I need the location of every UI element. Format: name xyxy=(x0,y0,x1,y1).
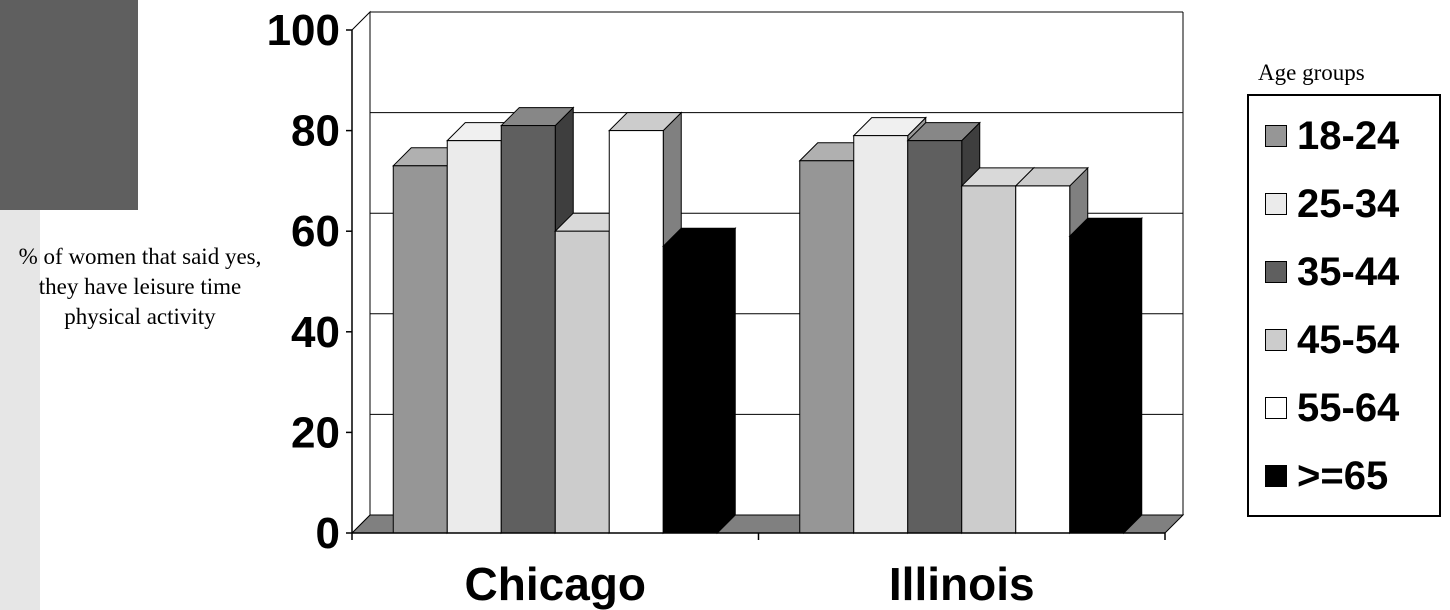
legend-item: 25-34 xyxy=(1265,174,1399,234)
y-tick-label-0: 0 xyxy=(316,509,340,558)
bar-chicago-1 xyxy=(446,140,502,534)
legend-swatch xyxy=(1265,329,1287,351)
legend-item: 35-44 xyxy=(1265,242,1399,302)
legend-label: 35-44 xyxy=(1297,249,1400,294)
legend-title: Age groups xyxy=(1258,60,1365,85)
y-tick-label-3: 60 xyxy=(291,207,340,256)
bar-chicago-2 xyxy=(500,125,556,534)
y-tick-label-4: 80 xyxy=(291,107,340,156)
legend-swatch xyxy=(1265,193,1287,215)
left-wall xyxy=(351,10,371,535)
legend-swatch xyxy=(1265,261,1287,283)
bar-illinois-4 xyxy=(1015,185,1071,534)
category-label-illinois: Illinois xyxy=(889,558,1035,610)
legend-item: 18-24 xyxy=(1265,106,1399,166)
bar-illinois-2 xyxy=(907,140,963,534)
legend-swatch xyxy=(1265,397,1287,419)
bar-chart: 0 20 40 60 80 100 Chicago Illinois xyxy=(267,6,1185,610)
legend-item: 55-64 xyxy=(1265,378,1399,438)
legend-label: 18-24 xyxy=(1297,113,1400,158)
bar-chicago-3 xyxy=(554,230,610,534)
legend-label: 45-54 xyxy=(1297,317,1400,362)
legend-label: 25-34 xyxy=(1297,181,1400,226)
legend-item: 45-54 xyxy=(1265,310,1399,370)
legend: 18-24 25-34 35-44 45-54 55-64 >=65 xyxy=(1247,94,1441,517)
legend-item: >=65 xyxy=(1265,446,1388,506)
legend-label: 55-64 xyxy=(1297,385,1400,430)
left-decor-block xyxy=(0,0,138,210)
legend-label: >=65 xyxy=(1297,453,1389,498)
category-label-chicago: Chicago xyxy=(465,558,646,610)
y-axis-label: % of women that said yes, they have leis… xyxy=(18,244,262,329)
bar-chicago-5-side xyxy=(716,227,736,535)
bar-illinois-1 xyxy=(853,135,909,534)
bar-illinois-5 xyxy=(1069,235,1125,534)
bar-chicago-5 xyxy=(662,245,718,534)
y-tick-label-2: 40 xyxy=(291,308,340,357)
legend-swatch xyxy=(1265,125,1287,147)
bar-illinois-0 xyxy=(799,160,855,534)
y-tick-label-5: 100 xyxy=(267,6,340,55)
bar-chicago-0 xyxy=(392,165,448,534)
legend-swatch xyxy=(1265,465,1287,487)
bar-illinois-5-side xyxy=(1123,217,1143,535)
bar-chicago-4 xyxy=(608,130,664,534)
bar-illinois-3 xyxy=(961,185,1017,534)
y-tick-label-1: 20 xyxy=(291,408,340,457)
